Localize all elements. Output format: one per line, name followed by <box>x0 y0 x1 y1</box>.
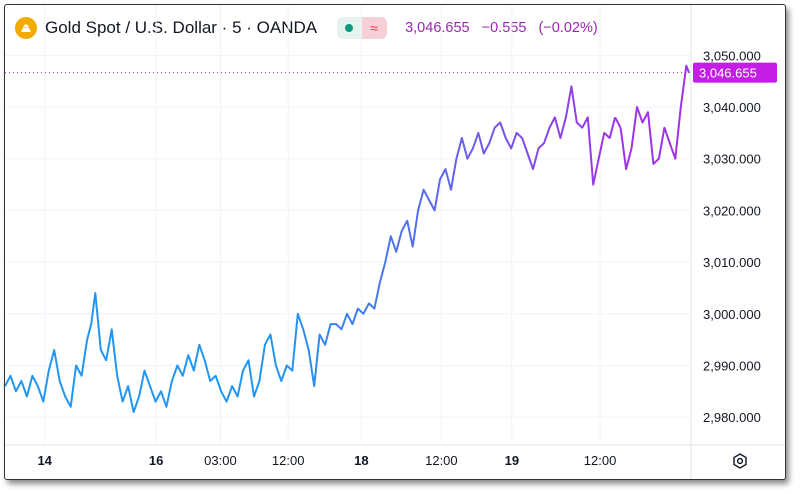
market-status-pill[interactable]: ≈ <box>337 17 388 39</box>
y-tick-label: 3,030.000 <box>703 152 761 167</box>
price-change-percent: (−0.02%) <box>538 20 598 36</box>
wave-icon[interactable]: ≈ <box>361 17 388 39</box>
price-chart[interactable]: 3,050.000 3,040.000 3,030.000 3,020.000 3,01… <box>5 5 785 479</box>
x-tick-label: 12:00 <box>425 453 458 468</box>
x-tick-label: 03:00 <box>204 453 237 468</box>
price-change: −0.555 <box>481 20 527 36</box>
y-tick-label: 3,050.000 <box>703 48 761 63</box>
chart-header: Gold Spot / U.S. Dollar · 5 · OANDA ≈ 3,… <box>15 15 606 41</box>
settings-icon[interactable] <box>733 453 747 469</box>
price-axis: 3,050.000 3,040.000 3,030.000 3,020.000 3,01… <box>690 5 761 479</box>
last-price-marker: 3,046.655 <box>5 62 777 83</box>
y-tick-label: 3,020.000 <box>703 203 761 218</box>
y-tick-label: 2,980.000 <box>703 410 761 425</box>
price-line <box>5 85 617 413</box>
last-price-tag-label: 3,046.655 <box>699 66 757 81</box>
x-tick-label: 16 <box>149 453 163 468</box>
x-tick-label: 14 <box>37 453 52 468</box>
symbol-title[interactable]: Gold Spot / U.S. Dollar · 5 · OANDA <box>45 18 318 37</box>
y-tick-label: 2,990.000 <box>703 358 761 373</box>
price-line-connector <box>614 116 622 129</box>
x-tick-label: 12:00 <box>584 453 617 468</box>
x-tick-label: 18 <box>354 453 368 468</box>
chart-series <box>5 64 690 413</box>
last-price-tag <box>693 62 777 83</box>
chart-grid <box>5 5 785 446</box>
chart-window: Gold Spot / U.S. Dollar · 5 · OANDA ≈ 3,… <box>4 4 786 480</box>
quote-readout: 3,046.655 −0.555 (−0.02%) <box>405 20 606 36</box>
y-tick-label: 3,000.000 <box>703 307 761 322</box>
time-axis: 14 16 03:00 12:00 18 12:00 19 12:00 <box>37 453 616 468</box>
last-price: 3,046.655 <box>405 20 470 36</box>
market-open-dot-icon[interactable] <box>337 17 362 39</box>
gold-logo-icon <box>15 17 37 39</box>
y-tick-label: 3,040.000 <box>703 100 761 115</box>
y-tick-label: 3,010.000 <box>703 255 761 270</box>
price-line <box>619 64 690 171</box>
x-tick-label: 12:00 <box>272 453 305 468</box>
x-tick-label: 19 <box>505 453 519 468</box>
